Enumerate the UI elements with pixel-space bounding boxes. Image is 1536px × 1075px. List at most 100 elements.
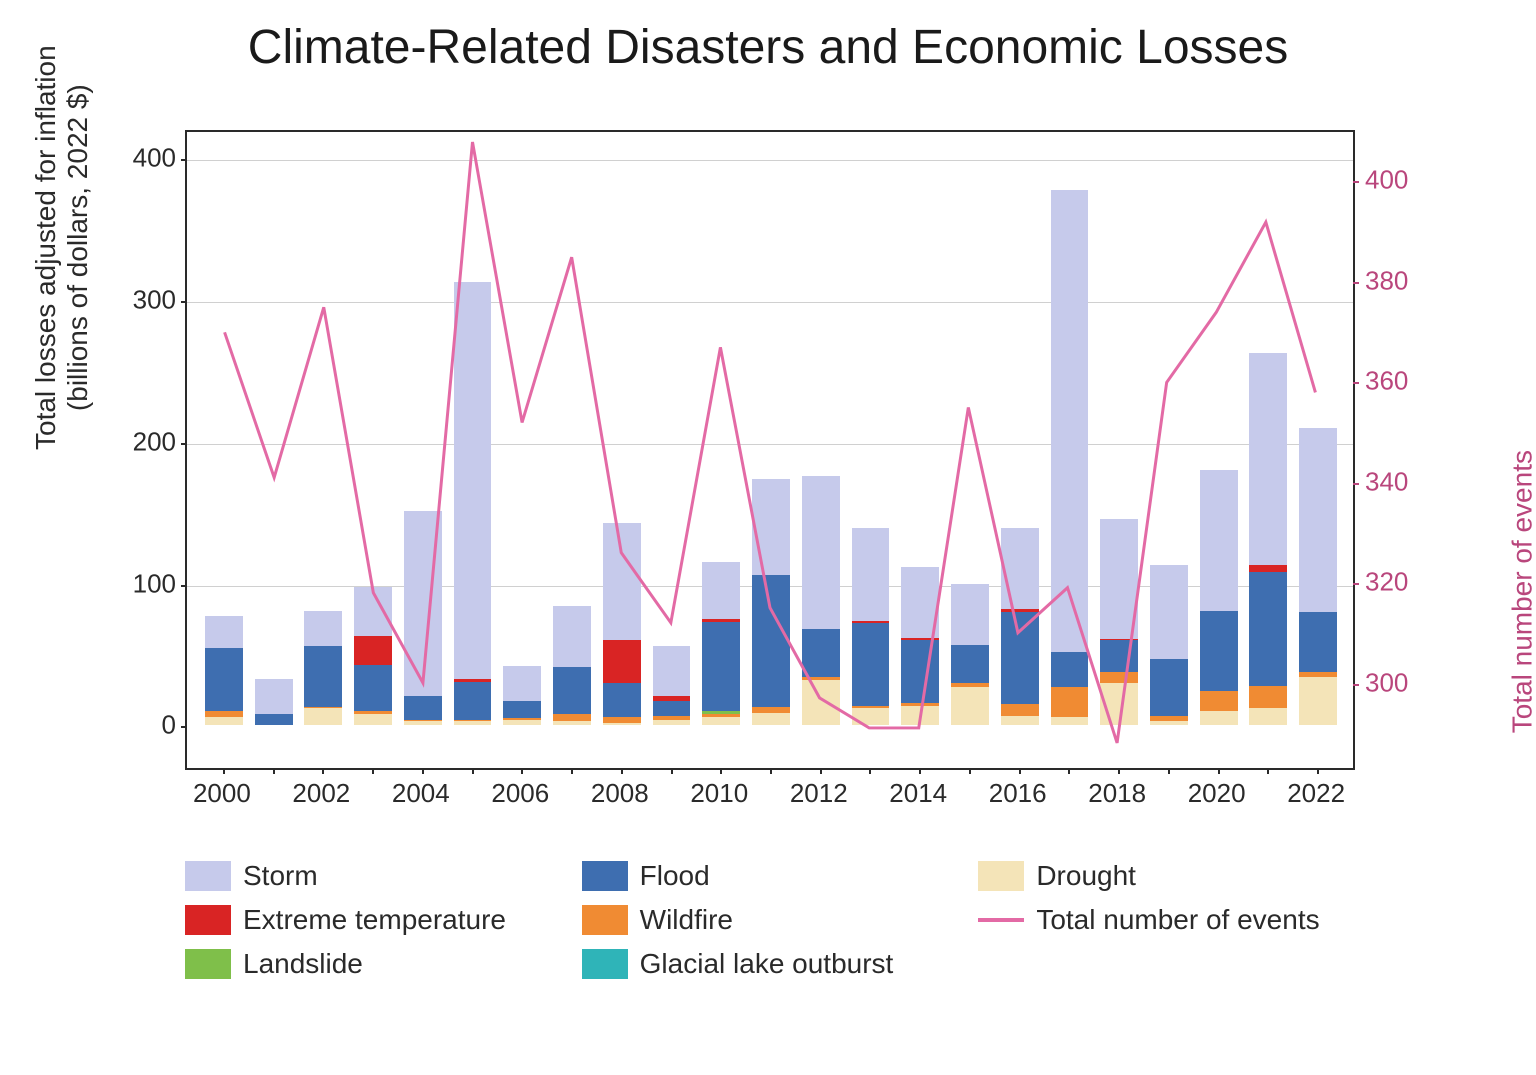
bar-seg-flood [503,701,541,718]
bar-seg-storm [603,523,641,641]
bar-seg-flood [1001,612,1039,704]
y-right-tick: 360 [1365,366,1425,397]
bar-seg-drought [1299,677,1337,725]
bar-seg-drought [1100,683,1138,726]
bar-seg-flood [852,623,890,705]
legend-swatch [185,949,231,979]
legend-item-extreme: Extreme temperature [185,904,562,936]
legend-item-drought: Drought [978,860,1355,892]
bar-seg-wildfire [1051,687,1089,717]
bar-2006 [503,666,541,726]
bar-seg-storm [354,587,392,637]
legend-swatch [978,861,1024,891]
bar-seg-storm [1150,565,1188,659]
legend-label: Flood [640,860,710,892]
bar-seg-drought [1150,721,1188,725]
x-tick: 2016 [989,778,1047,809]
x-tick: 2008 [591,778,649,809]
bar-2001 [255,679,293,726]
legend-label: Extreme temperature [243,904,506,936]
y-right-tick: 300 [1365,667,1425,698]
bar-seg-flood [603,683,641,717]
bar-2002 [304,611,342,726]
y-left-tick: 300 [116,285,176,316]
bar-seg-flood [1200,611,1238,692]
legend-label: Landslide [243,948,363,980]
bar-seg-flood [951,645,989,683]
bar-seg-storm [1299,428,1337,612]
bar-seg-drought [653,720,691,726]
bar-2007 [553,606,591,725]
legend-item-glacial: Glacial lake outburst [582,948,959,980]
bar-seg-wildfire [1100,672,1138,683]
bar-seg-flood [752,575,790,707]
bar-seg-drought [304,708,342,725]
bar-seg-drought [852,708,890,725]
x-tick: 2004 [392,778,450,809]
y-left-tick: 400 [116,143,176,174]
bar-seg-extreme [603,640,641,683]
bar-seg-storm [1200,470,1238,610]
bar-seg-storm [802,476,840,629]
bar-seg-drought [454,721,492,725]
bar-seg-wildfire [553,714,591,721]
y-right-tick: 380 [1365,265,1425,296]
x-tick: 2014 [889,778,947,809]
x-tick: 2002 [292,778,350,809]
bar-seg-flood [404,696,442,720]
x-tick: 2012 [790,778,848,809]
bar-seg-storm [503,666,541,701]
chart-title: Climate-Related Disasters and Economic L… [0,20,1536,75]
x-tick: 2010 [690,778,748,809]
legend-swatch [582,905,628,935]
y-left-tick: 100 [116,568,176,599]
legend-swatch [582,949,628,979]
bar-seg-flood [454,682,492,720]
bar-2000 [205,616,243,725]
bar-seg-drought [404,721,442,725]
bar-seg-drought [901,706,939,726]
bar-2021 [1249,353,1287,726]
legend-swatch [185,861,231,891]
bar-seg-storm [951,584,989,645]
y-left-tick: 0 [116,710,176,741]
bar-seg-drought [205,717,243,726]
bar-seg-storm [255,679,293,714]
bar-seg-wildfire [1200,691,1238,711]
bar-seg-drought [1249,708,1287,725]
plot-area [185,130,1355,770]
bar-2014 [901,567,939,726]
bar-seg-flood [802,629,840,677]
bar-2015 [951,584,989,726]
bar-seg-drought [1051,717,1089,726]
bar-seg-flood [205,648,243,712]
legend-item-wildfire: Wildfire [582,904,959,936]
bar-seg-flood [1051,652,1089,687]
bar-seg-flood [255,714,293,725]
y-right-tick: 340 [1365,466,1425,497]
bar-seg-storm [1051,190,1089,652]
bar-seg-flood [1299,612,1337,672]
y-left-axis-label: Total losses adjusted for inflation (bil… [30,45,94,450]
x-tick: 2000 [193,778,251,809]
bar-2019 [1150,565,1188,725]
bar-seg-drought [553,721,591,725]
legend-label: Drought [1036,860,1136,892]
legend-item-storm: Storm [185,860,562,892]
bar-seg-storm [1249,353,1287,566]
bar-seg-drought [354,714,392,725]
bar-2012 [802,476,840,726]
bar-seg-storm [304,611,342,646]
bar-seg-drought [503,720,541,726]
bar-seg-storm [1100,519,1138,640]
bar-seg-wildfire [1001,704,1039,715]
y-right-tick: 400 [1365,165,1425,196]
bar-2005 [454,282,492,726]
bar-2020 [1200,470,1238,725]
bar-2022 [1299,428,1337,726]
legend-label: Total number of events [1036,904,1319,936]
bar-seg-extreme [1249,565,1287,572]
bar-seg-storm [752,479,790,575]
bar-2011 [752,479,790,726]
bar-seg-storm [653,646,691,696]
